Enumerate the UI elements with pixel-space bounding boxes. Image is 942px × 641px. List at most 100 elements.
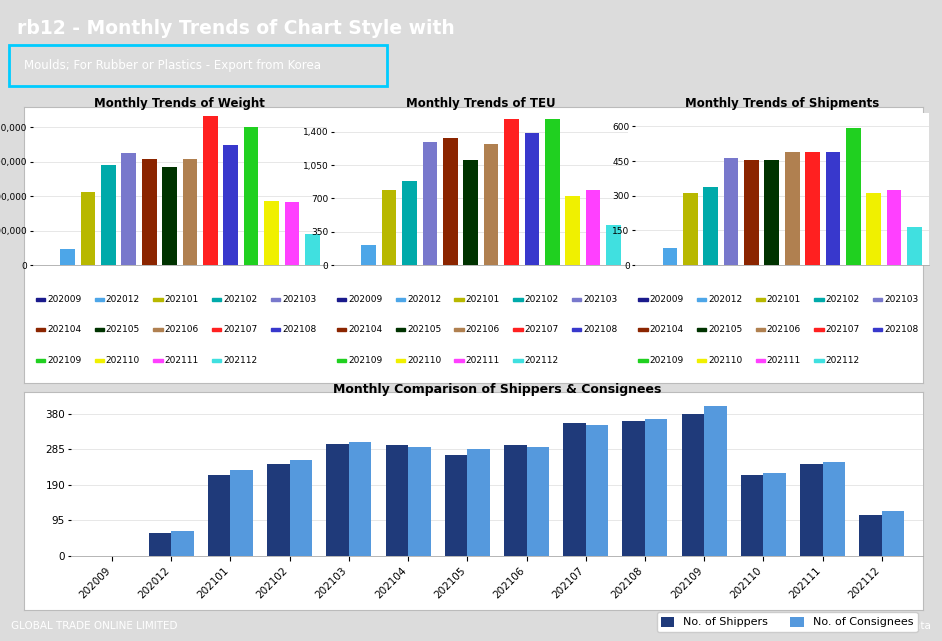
Bar (327, 444, 349, 556)
Bar (36, 298, 45, 301)
Bar (212, 298, 221, 301)
Bar (305, 233, 319, 265)
Bar (744, 160, 758, 265)
Text: Moulds; For Rubber or Plastics - Export from Korea: Moulds; For Rubber or Plastics - Export … (24, 59, 320, 72)
Bar (704, 406, 726, 556)
Text: 202109: 202109 (349, 356, 382, 365)
Bar (763, 474, 786, 556)
Bar (94, 359, 104, 362)
Bar (504, 445, 527, 556)
Text: 202111: 202111 (767, 356, 801, 365)
Bar (513, 359, 523, 362)
Bar (513, 298, 523, 301)
Bar (873, 298, 883, 301)
Text: 202101: 202101 (767, 295, 801, 304)
Bar (572, 328, 581, 331)
Bar (755, 328, 765, 331)
Bar (396, 298, 405, 301)
Bar (385, 445, 408, 556)
Bar (270, 298, 280, 301)
Bar (800, 464, 822, 556)
Bar (565, 196, 580, 265)
Bar (396, 359, 405, 362)
Bar (212, 359, 221, 362)
Bar (149, 533, 171, 556)
Text: 202110: 202110 (106, 356, 140, 365)
Legend: No. of Shippers, No. of Consignees: No. of Shippers, No. of Consignees (657, 612, 918, 632)
Text: 202108: 202108 (583, 326, 617, 335)
Bar (290, 460, 312, 556)
Text: 202112: 202112 (825, 356, 860, 365)
Text: GLOBAL TRADE ONLINE LIMITED: GLOBAL TRADE ONLINE LIMITED (11, 620, 178, 631)
Bar (81, 192, 95, 265)
Bar (755, 298, 765, 301)
Title: Monthly Trends of Weight: Monthly Trends of Weight (94, 97, 266, 110)
Text: 202108: 202108 (885, 326, 918, 335)
Bar (814, 328, 823, 331)
Title: Monthly Comparison of Shippers & Consignees: Monthly Comparison of Shippers & Consign… (333, 383, 661, 396)
Text: 202109: 202109 (649, 356, 684, 365)
Bar (270, 328, 280, 331)
Bar (362, 245, 376, 265)
Text: 202106: 202106 (767, 326, 801, 335)
Bar (484, 144, 498, 265)
Bar (396, 328, 405, 331)
Bar (454, 298, 463, 301)
Text: 202106: 202106 (165, 326, 199, 335)
Bar (723, 158, 739, 265)
Text: 202110: 202110 (407, 356, 441, 365)
Bar (544, 119, 560, 265)
Bar (504, 119, 519, 265)
Text: 202102: 202102 (525, 295, 559, 304)
Text: 202105: 202105 (708, 326, 742, 335)
Text: 202012: 202012 (106, 295, 140, 304)
Bar (212, 328, 221, 331)
Title: Monthly Trends of Shipments: Monthly Trends of Shipments (685, 97, 879, 110)
Bar (638, 359, 647, 362)
Text: 202108: 202108 (282, 326, 317, 335)
Bar (606, 225, 621, 265)
Bar (527, 447, 549, 556)
Bar (638, 328, 647, 331)
Bar (563, 423, 586, 556)
Bar (822, 462, 845, 556)
Text: 202104: 202104 (649, 326, 684, 335)
Bar (662, 248, 677, 265)
Bar (704, 187, 718, 265)
Bar (454, 328, 463, 331)
Text: 202102: 202102 (825, 295, 860, 304)
Bar (886, 190, 901, 265)
Bar (467, 449, 490, 556)
Bar (572, 298, 581, 301)
Bar (586, 190, 600, 265)
Bar (846, 128, 861, 265)
Bar (445, 455, 467, 556)
Bar (463, 160, 478, 265)
Bar (513, 328, 523, 331)
Text: 202110: 202110 (708, 356, 742, 365)
Bar (337, 298, 347, 301)
Text: 202107: 202107 (223, 326, 257, 335)
Bar (183, 159, 197, 265)
Bar (36, 328, 45, 331)
Text: 202103: 202103 (885, 295, 918, 304)
Bar (697, 328, 706, 331)
Bar (867, 194, 881, 265)
Bar (682, 413, 704, 556)
Bar (882, 511, 904, 556)
Bar (36, 359, 45, 362)
Bar (382, 190, 397, 265)
Bar (765, 160, 779, 265)
Bar (94, 298, 104, 301)
Bar (349, 442, 371, 556)
Text: 202107: 202107 (825, 326, 860, 335)
Bar (171, 531, 194, 556)
Text: 202009: 202009 (349, 295, 382, 304)
Text: 202009: 202009 (649, 295, 684, 304)
Bar (408, 447, 430, 556)
Text: rb12 - Monthly Trends of Chart Style with: rb12 - Monthly Trends of Chart Style wit… (17, 19, 455, 38)
Bar (154, 298, 163, 301)
Bar (337, 359, 347, 362)
Bar (825, 152, 840, 265)
Text: 202101: 202101 (165, 295, 199, 304)
